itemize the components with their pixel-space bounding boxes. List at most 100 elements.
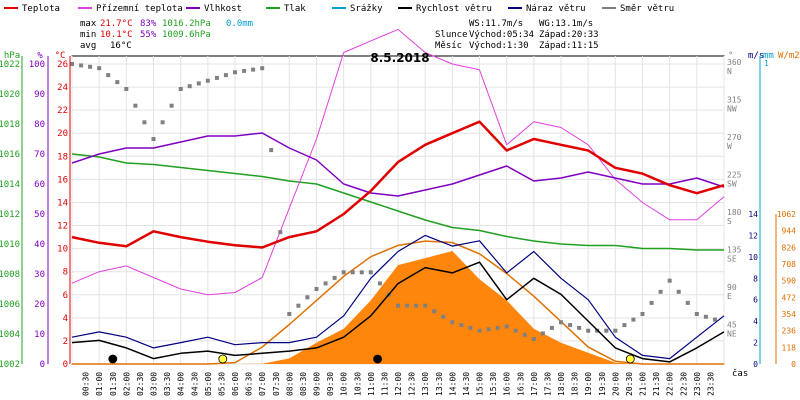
pressure-line — [71, 153, 724, 251]
time-tick-label: 02:30 — [136, 372, 145, 396]
wind-dir-mark — [568, 323, 573, 328]
dir-tick-label: 180 — [727, 208, 742, 217]
time-tick-label: 21:30 — [652, 372, 661, 396]
wind-dir-mark — [631, 317, 636, 322]
wind-dir-mark — [368, 270, 373, 275]
wind-dir-mark — [577, 325, 582, 330]
stat-avg-label: avg — [80, 41, 96, 51]
time-tick-label: 18:00 — [557, 372, 566, 396]
time-tick-label: 23:00 — [693, 372, 702, 396]
radiation-max-line — [72, 240, 724, 365]
time-tick-label: 22:00 — [666, 372, 675, 396]
wm2-unit-label: W/m2 — [778, 51, 800, 61]
time-tick-label: 16:30 — [516, 372, 525, 396]
stat-min-temp: 10.1°C — [100, 30, 133, 40]
wind-dir-mark — [133, 103, 138, 108]
hpa-tick-label: 1018 — [0, 120, 20, 130]
time-tick-label: 03:00 — [150, 372, 159, 396]
chart-title: 8.5.2018 — [370, 51, 429, 65]
moonrise-marker — [108, 354, 118, 364]
wind-dir-mark — [522, 332, 527, 337]
time-tick-label: 15:00 — [476, 372, 485, 396]
time-tick-label: 18:30 — [571, 372, 580, 396]
hpa-tick-label: 1022 — [0, 60, 20, 70]
hpa-tick-label: 1002 — [0, 360, 20, 370]
pct-tick-label: 10 — [34, 330, 45, 340]
legend-label: Rychlost větru — [416, 4, 492, 14]
time-tick-label: 11:00 — [367, 372, 376, 396]
dir-tick-dir: W — [727, 142, 732, 151]
temp-tick-label: 4 — [63, 314, 68, 324]
pct-tick-label: 60 — [34, 180, 45, 190]
wind-dir-mark — [559, 320, 563, 325]
wind-dir-mark — [549, 325, 554, 330]
legend-label: Náraz větru — [526, 4, 586, 14]
time-tick-label: 06:00 — [231, 372, 240, 396]
legend-label: Teplota — [22, 4, 60, 14]
ms-tick-label: 4 — [753, 317, 758, 326]
dir-tick-label: 45 — [727, 321, 737, 330]
wind-dir-mark — [432, 309, 437, 314]
wind-speed-line — [71, 261, 725, 363]
wind-dir-mark — [712, 317, 717, 322]
wind-dir-mark — [540, 331, 545, 336]
legend-label: Přízemní teplota — [96, 4, 183, 14]
time-tick-label: 12:00 — [394, 372, 403, 396]
hpa-tick-label: 1006 — [0, 300, 20, 310]
dir-tick-label: 360 — [727, 58, 742, 67]
wind-dir-mark — [513, 328, 518, 333]
temp-tick-label: 18 — [57, 152, 68, 162]
wind-dir-mark — [531, 337, 536, 341]
time-tick-label: 17:30 — [543, 372, 552, 396]
ms-tick-label: 2 — [753, 339, 758, 348]
time-tick-label: 00:30 — [82, 372, 91, 396]
stat-min-label: min — [80, 30, 96, 40]
wind-dir-mark — [178, 87, 183, 91]
wind-dir-mark — [423, 303, 428, 308]
wind-dir-mark — [486, 327, 491, 332]
wind-dir-mark — [495, 325, 500, 330]
hpa-tick-label: 1016 — [0, 150, 20, 160]
hpa-unit-label: hPa — [4, 51, 20, 61]
sunrise-marker — [218, 354, 228, 364]
sun-rise: Východ:05:34 — [469, 30, 534, 40]
pct-tick-label: 90 — [34, 90, 45, 100]
pct-tick-label: 40 — [34, 240, 45, 250]
wind-dir-mark — [468, 325, 473, 330]
ground-temp-line — [71, 28, 725, 296]
wind-dir-mark — [287, 312, 292, 316]
temp-tick-label: 12 — [57, 222, 68, 232]
hpa-tick-label: 1010 — [0, 240, 20, 250]
ms-tick-label: 0 — [753, 360, 758, 369]
temp-tick-label: 24 — [57, 83, 68, 93]
rad-tick-label: 708 — [782, 260, 797, 269]
rad-tick-label: 944 — [782, 227, 797, 236]
wind-dir-mark — [359, 270, 364, 275]
dir-tick-dir: E — [727, 292, 732, 301]
time-tick-label: 16:00 — [503, 372, 512, 396]
wind-dir-mark — [477, 328, 482, 333]
ms-tick-label: 12 — [748, 231, 758, 240]
time-tick-label: 19:00 — [584, 372, 593, 396]
dir-tick-dir: N — [727, 67, 732, 76]
temp-tick-label: 16 — [57, 175, 68, 185]
pct-tick-label: 20 — [34, 300, 45, 310]
time-tick-label: 03:30 — [163, 372, 172, 396]
sun-set: Západ:20:33 — [539, 30, 599, 40]
time-tick-label: 23:30 — [706, 372, 715, 396]
time-tick-label: 22:30 — [679, 372, 688, 396]
temp-tick-label: 8 — [63, 268, 68, 278]
temperature-line — [71, 120, 725, 249]
temp-tick-label: 20 — [57, 129, 68, 139]
legend-label: Směr větru — [620, 4, 674, 14]
dir-tick-dir: NE — [727, 330, 737, 339]
wind-dir-mark — [622, 323, 627, 328]
wind-dir-mark — [106, 73, 111, 78]
wind-dir-mark — [685, 300, 690, 305]
wind-dir-mark — [124, 87, 129, 91]
wind-dir-mark — [323, 281, 328, 286]
wind-dir-mark — [79, 63, 84, 68]
time-tick-label: 05:00 — [204, 372, 213, 396]
time-tick-label: 11:30 — [380, 372, 389, 396]
